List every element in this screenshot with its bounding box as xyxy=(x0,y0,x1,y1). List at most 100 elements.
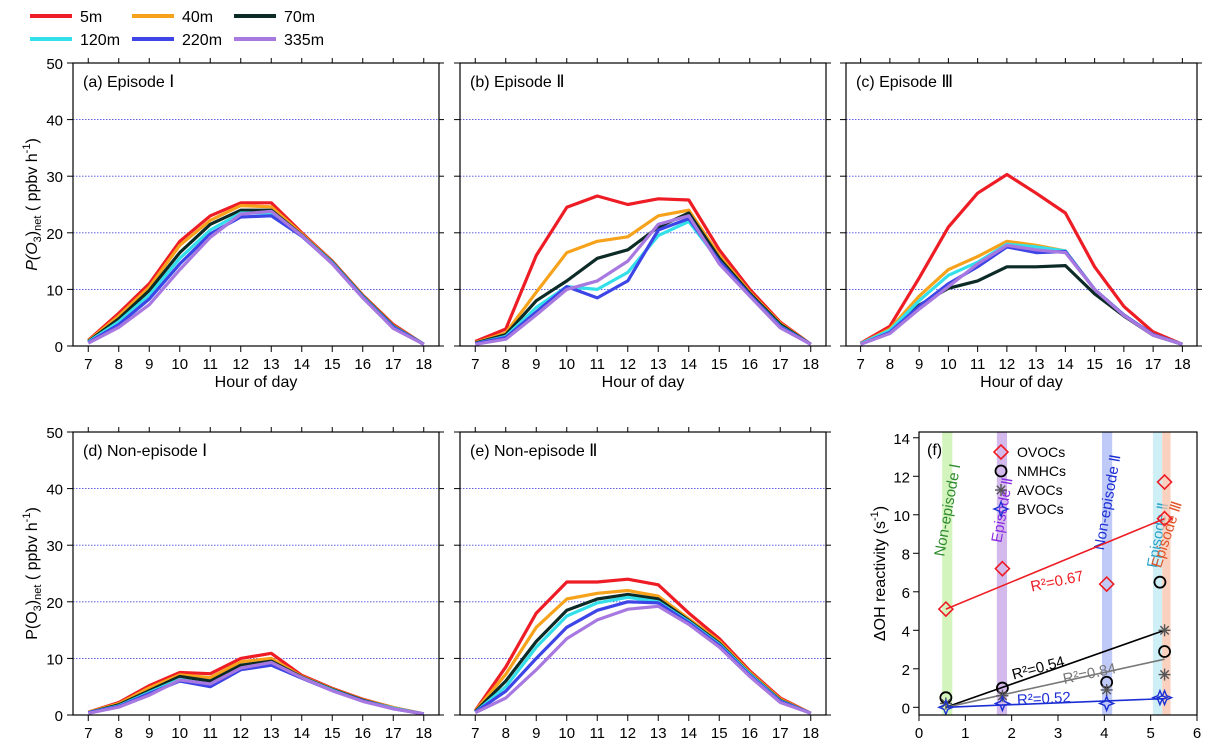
band-label: Episode Ⅱ xyxy=(988,476,1016,544)
y-axis-label: P(O3)net ( ppbv h-1) xyxy=(21,138,44,271)
x-tick-label: 14 xyxy=(293,356,310,373)
scatter-legend: OVOCs NMHCs AVOCs BVOCs xyxy=(992,443,1066,518)
series-line-335m xyxy=(87,209,425,346)
x-tick-label: 17 xyxy=(772,725,789,742)
plot-frame xyxy=(72,62,440,347)
x-tick-label: 8 xyxy=(115,725,123,742)
x-tick-label: 9 xyxy=(145,356,153,373)
x-tick-label: 11 xyxy=(202,725,218,742)
y-tick-label: 2 xyxy=(902,662,910,679)
y-tick-label: 10 xyxy=(46,651,63,668)
y-tick-label: 0 xyxy=(55,339,63,356)
legend-entry-70m: 70m xyxy=(234,9,315,26)
series-line-335m xyxy=(475,214,812,346)
x-tick-label: 13 xyxy=(1028,356,1045,373)
x-tick-label: 8 xyxy=(115,356,123,373)
x-tick-label: 11 xyxy=(589,356,605,373)
y-tick-label: 30 xyxy=(46,169,63,186)
series-line-5m xyxy=(87,201,425,346)
fit-line xyxy=(945,697,1165,709)
x-tick-label: 13 xyxy=(263,356,280,373)
y-tick-label: 30 xyxy=(46,538,63,555)
band xyxy=(1102,432,1113,715)
x-tick-label: 14 xyxy=(1057,356,1074,373)
marker-circle xyxy=(1158,645,1171,658)
panel-f: Non-episode Ⅰ Episode Ⅱ Non-episode Ⅱ Episo… xyxy=(869,431,1201,748)
x-tick-label: 18 xyxy=(415,725,432,742)
marker-asterisk xyxy=(995,484,1007,496)
x-tick-label: 10 xyxy=(940,356,957,373)
panel-label: (d) Non-episode Ⅰ xyxy=(83,441,207,460)
scatter-legend-label: OVOCs xyxy=(1017,444,1065,460)
x-tick-label: 8 xyxy=(502,725,510,742)
x-axis-label: Hour of day xyxy=(602,374,685,391)
x-tick-label: 15 xyxy=(711,356,728,373)
y-tick-label: 0 xyxy=(902,700,910,717)
y-tick-label: 0 xyxy=(55,708,63,725)
x-tick-label: 9 xyxy=(532,356,540,373)
scatter-legend-label: BVOCs xyxy=(1017,501,1064,517)
x-tick-label: 8 xyxy=(502,356,510,373)
marker-circle xyxy=(994,464,1008,478)
y-tick-label: 10 xyxy=(46,282,63,299)
asterisk-stroke xyxy=(1101,685,1112,695)
x-tick-label: 16 xyxy=(741,356,758,373)
x-tick-label: 12 xyxy=(999,356,1016,373)
x-tick-label: 17 xyxy=(772,356,789,373)
x-tick-label: 16 xyxy=(354,725,371,742)
x-tick-label: 12 xyxy=(232,725,249,742)
x-tick-label: 2 xyxy=(1007,725,1015,742)
x-axis-label: Hour of day xyxy=(980,374,1063,391)
x-tick-label: 9 xyxy=(145,725,153,742)
plot-frame xyxy=(459,62,827,347)
series-line-335m xyxy=(474,604,812,715)
y-axis-label: ΔOH reactivity (s-1) xyxy=(869,506,889,641)
x-tick-label: 9 xyxy=(532,725,540,742)
panel-label: (f) xyxy=(927,442,942,459)
x-tick-label: 0 xyxy=(915,725,923,742)
series-line-335m xyxy=(87,660,425,716)
x-tick-label: 1 xyxy=(961,725,969,742)
panel-label: (a) Episode Ⅰ xyxy=(83,72,174,91)
band xyxy=(1152,432,1163,715)
marker-diamond xyxy=(937,600,955,618)
x-tick-label: 15 xyxy=(711,725,728,742)
x-tick-label: 13 xyxy=(650,725,667,742)
x-tick-label: 13 xyxy=(263,725,280,742)
marker-asterisk xyxy=(1158,624,1171,637)
x-tick-label: 18 xyxy=(415,356,432,373)
marker-diamond xyxy=(1156,510,1173,527)
y-tick-label: 4 xyxy=(902,623,910,640)
series-BVOCs xyxy=(936,688,1174,717)
series-line-5m xyxy=(474,194,812,346)
x-tick-label: 8 xyxy=(886,356,894,373)
x-tick-label: 4 xyxy=(1100,725,1108,742)
marker-star xyxy=(1155,688,1174,707)
panel-c: 7 8 9 10 11 12 13 14 15 16 17 18 Hour of day (c) Epis… xyxy=(840,58,1202,391)
y-tick-label: 12 xyxy=(893,469,910,486)
panel-a: 7 8 9 10 11 12 13 14 15 16 17 18 0 10 20 30 40 50 Hour of … xyxy=(21,56,444,391)
marker-diamond xyxy=(1156,473,1173,491)
series-line-120m xyxy=(87,662,425,716)
x-tick-label: 7 xyxy=(471,356,479,373)
x-tick-label: 9 xyxy=(915,356,923,373)
marker-diamond xyxy=(1098,575,1115,593)
x-tick-label: 7 xyxy=(471,725,479,742)
x-tick-label: 3 xyxy=(1054,725,1062,742)
x-tick-label: 18 xyxy=(802,356,819,373)
y-tick-label: 20 xyxy=(46,226,63,243)
band xyxy=(1162,432,1171,715)
legend-label: 120m xyxy=(80,32,120,49)
marker-asterisk xyxy=(939,697,952,710)
panel-label: (c) Episode Ⅲ xyxy=(856,72,953,91)
fit-line xyxy=(945,629,1165,709)
band-label: Non-episode Ⅰ xyxy=(931,463,964,558)
x-tick-label: 15 xyxy=(324,725,341,742)
asterisk-stroke xyxy=(1159,669,1170,680)
panel-label: (b) Episode Ⅱ xyxy=(470,72,565,91)
x-tick-label: 5 xyxy=(1146,725,1154,742)
series-line-220m xyxy=(87,663,425,716)
x-tick-label: 10 xyxy=(558,356,575,373)
y-tick-label: 40 xyxy=(46,482,63,499)
